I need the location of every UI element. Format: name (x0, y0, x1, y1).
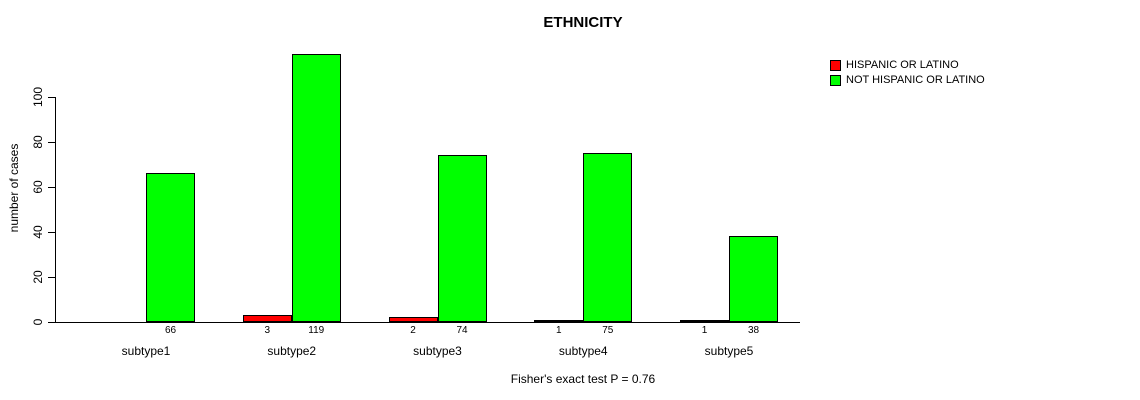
x-category-label-subtype2: subtype2 (267, 344, 317, 358)
y-tick (48, 232, 55, 233)
bar-subtype3-not-hispanic (437, 155, 487, 322)
bar-value-label-subtype3-hispanic: 2 (410, 325, 416, 336)
bar-subtype1-not-hispanic (146, 173, 195, 322)
bar-subtype5-not-hispanic (729, 236, 778, 322)
bar-value-label-subtype5-not-hispanic: 38 (747, 325, 760, 336)
chart-title: ETHNICITY (543, 14, 623, 31)
bar-value-label-subtype2-not-hispanic: 119 (308, 325, 325, 336)
y-tick (48, 277, 55, 278)
bar-subtype2-hispanic (242, 315, 292, 322)
x-category-label-subtype4: subtype4 (558, 344, 608, 358)
legend-swatch-not-hispanic (830, 74, 841, 86)
legend-item-hispanic: HISPANIC OR LATINO (830, 59, 985, 71)
y-tick (48, 322, 55, 323)
bar-value-label-subtype1-not-hispanic: 66 (164, 325, 177, 336)
y-tick (48, 97, 55, 98)
bar-value-label-subtype4-not-hispanic: 75 (602, 325, 614, 336)
annotation-fisher-test: Fisher's exact test P = 0.76 (510, 372, 656, 386)
x-category-label-subtype3: subtype3 (413, 344, 462, 358)
legend-swatch-hispanic (830, 59, 841, 71)
x-axis-line (55, 322, 800, 323)
bar-value-label-subtype4-hispanic: 1 (555, 325, 562, 336)
x-category-label-subtype5: subtype5 (704, 344, 754, 358)
bar-value-label-subtype3-not-hispanic: 74 (456, 325, 468, 336)
bar-value-label-subtype2-hispanic: 3 (264, 325, 271, 336)
bar-subtype3-hispanic (388, 317, 438, 322)
legend-label-not-hispanic: NOT HISPANIC OR LATINO (846, 74, 985, 86)
bar-subtype4-not-hispanic (583, 153, 633, 322)
y-axis (55, 97, 56, 323)
y-tick (48, 187, 55, 188)
y-tick (48, 142, 55, 143)
bar-subtype2-not-hispanic (291, 54, 341, 322)
legend-label-hispanic: HISPANIC OR LATINO (846, 59, 959, 71)
x-category-label-subtype1: subtype1 (121, 344, 171, 358)
bar-subtype4-hispanic (534, 320, 584, 322)
legend-item-not-hispanic: NOT HISPANIC OR LATINO (830, 74, 985, 86)
legend: HISPANIC OR LATINO NOT HISPANIC OR LATIN… (830, 59, 985, 89)
bar-value-label-subtype5-hispanic: 1 (701, 325, 708, 336)
bar-subtype5-hispanic (680, 320, 729, 322)
